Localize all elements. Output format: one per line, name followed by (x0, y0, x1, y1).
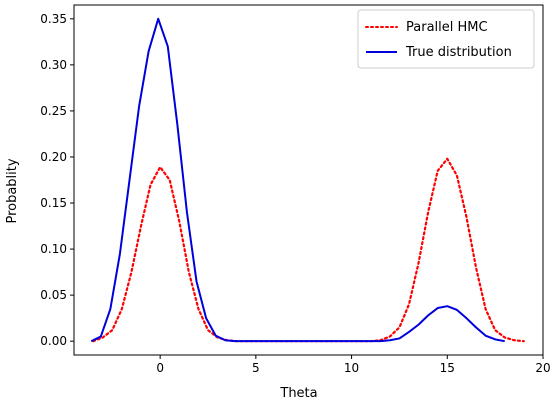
y-tick-label: 0.30 (40, 58, 67, 72)
y-tick-label: 0.15 (40, 196, 67, 210)
legend-label-true-distribution: True distribution (405, 45, 512, 60)
series-line-parallel-hmc (92, 157, 525, 343)
x-tick-label: 10 (344, 361, 359, 375)
y-tick-label: 0.00 (40, 334, 67, 348)
y-tick-label: 0.10 (40, 242, 67, 256)
y-axis-label: Probablity (5, 158, 20, 223)
y-tick-label: 0.25 (40, 104, 67, 118)
axes: 0 5 10 15 20 0.00 0.05 0.10 0.15 0.20 0.25 0.30 0.35 (40, 4, 550, 375)
series-line-true-distribution (90, 17, 505, 343)
x-axis-label: Theta (279, 386, 317, 401)
x-tick-label: 0 (156, 361, 164, 375)
legend: Parallel HMC True distribution (357, 9, 535, 69)
y-tick-label: 0.35 (40, 12, 67, 26)
plot-area (90, 17, 525, 343)
y-tick-label: 0.20 (40, 150, 67, 164)
x-tick-label: 20 (535, 361, 550, 375)
plot-frame (73, 4, 544, 356)
legend-label-parallel-hmc: Parallel HMC (406, 20, 488, 35)
x-tick-label: 5 (252, 361, 260, 375)
legend-frame (357, 9, 535, 69)
y-tick-label: 0.05 (40, 288, 67, 302)
x-tick-label: 15 (440, 361, 455, 375)
